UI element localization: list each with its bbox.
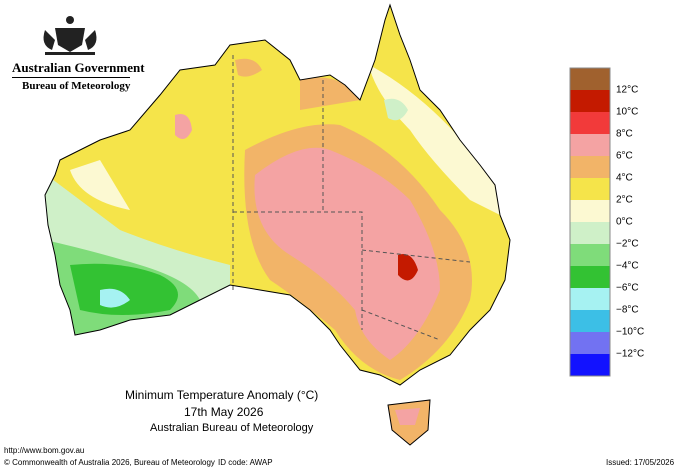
crest: [43, 16, 97, 55]
legend-swatch: [570, 90, 610, 112]
legend-label: −6°C: [616, 283, 639, 294]
legend-swatch: [570, 288, 610, 310]
legend-label: −12°C: [616, 349, 644, 360]
legend-swatch: [570, 134, 610, 156]
legend-swatch: [570, 354, 610, 376]
legend-label: 6°C: [616, 151, 633, 162]
legend-label: −2°C: [616, 239, 639, 250]
legend-swatch: [570, 266, 610, 288]
legend-label: 2°C: [616, 195, 633, 206]
map-source: Australian Bureau of Meteorology: [150, 422, 314, 434]
legend-swatch: [570, 112, 610, 134]
footer-issued: Issued: 17/05/2026: [606, 458, 675, 467]
map-title: Minimum Temperature Anomaly (°C): [125, 388, 319, 402]
legend-label: −4°C: [616, 261, 639, 272]
government-name: Australian Government: [12, 60, 145, 75]
header-rule: [12, 77, 130, 78]
legend-swatch: [570, 200, 610, 222]
legend-swatch: [570, 178, 610, 200]
footer-id: ID code: AWAP: [218, 458, 273, 467]
footer-url: http://www.bom.gov.au: [4, 446, 85, 455]
footer-copyright: © Commonwealth of Australia 2026, Bureau…: [4, 458, 215, 467]
legend-label: 4°C: [616, 173, 633, 184]
legend-label: 8°C: [616, 129, 633, 140]
legend: 12°C 10°C 8°C 6°C 4°C 2°C 0°C −2°C −4°C −6°C −8°C −…: [569, 67, 644, 377]
legend-frame: [569, 67, 611, 377]
legend-swatch: [570, 156, 610, 178]
map-date: 17th May 2026: [184, 405, 264, 419]
legend-swatch: [570, 332, 610, 354]
legend-swatch: [570, 222, 610, 244]
legend-swatch: [570, 310, 610, 332]
state-borders: [232, 55, 471, 341]
coastline: [44, 3, 511, 386]
legend-swatch: [570, 68, 610, 90]
legend-label: −8°C: [616, 305, 639, 316]
legend-label: 0°C: [616, 217, 633, 228]
legend-label: 10°C: [616, 107, 638, 118]
legend-label: 12°C: [616, 85, 638, 96]
legend-swatch: [570, 244, 610, 266]
legend-label: −10°C: [616, 327, 644, 338]
agency-name: Bureau of Meteorology: [22, 80, 131, 92]
tasmania-anomaly: [395, 408, 420, 425]
